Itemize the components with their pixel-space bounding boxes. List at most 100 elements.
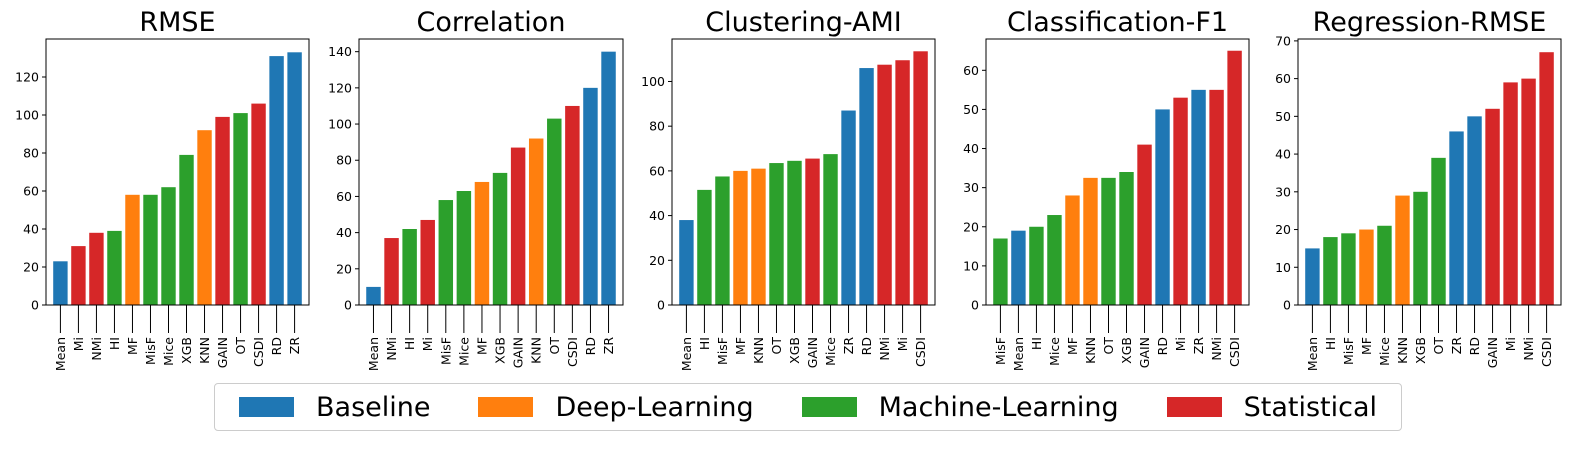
bar — [1449, 131, 1464, 305]
y-tick-label: 20 — [336, 261, 352, 276]
bar — [1323, 237, 1338, 305]
chart-panel: Regression-RMSE Mean HI MisF MF Mice KNN XGB OT Z… — [1275, 7, 1562, 371]
x-tick-label: HI — [402, 337, 417, 350]
bar — [769, 163, 784, 305]
x-tick-label: HI — [697, 337, 712, 350]
y-tick-label: 60 — [1275, 71, 1291, 86]
x-tick-label: MisF — [1341, 337, 1356, 365]
bar — [679, 220, 694, 305]
x-tick-label: CSDI — [1539, 337, 1554, 367]
x-tick-label: OT — [1101, 337, 1116, 355]
bar — [1029, 226, 1044, 305]
y-tick-label: 40 — [23, 222, 39, 237]
y-tick-label: 10 — [963, 258, 979, 273]
x-tick-label: KNN — [529, 337, 544, 364]
y-tick-label: 30 — [963, 180, 979, 195]
y-tick-label: 0 — [31, 298, 39, 313]
x-tick-label: ZR — [841, 337, 856, 355]
bar — [179, 154, 194, 305]
bar — [420, 219, 435, 305]
bar — [233, 113, 248, 305]
y-tick-label: 80 — [649, 119, 665, 134]
bar — [1467, 116, 1482, 305]
x-tick-label: OT — [547, 337, 562, 355]
y-tick-label: 40 — [649, 208, 665, 223]
bar — [1155, 109, 1170, 305]
bar — [1503, 82, 1518, 305]
x-tick-label: NMi — [384, 337, 399, 361]
bar — [1485, 108, 1500, 305]
x-tick-label: XGB — [787, 337, 802, 364]
bar — [877, 64, 892, 306]
x-tick-label: GAIN — [1137, 337, 1152, 368]
legend-swatch-statistical — [1166, 397, 1222, 417]
legend-item-statistical: Statistical — [1166, 392, 1377, 423]
bar — [565, 105, 580, 305]
chart-title: Classification-F1 — [1007, 7, 1228, 38]
x-tick-label: KNN — [751, 337, 766, 364]
x-tick-label: Mi — [1173, 337, 1188, 351]
y-tick-label: 120 — [328, 80, 352, 95]
x-tick-label: Mice — [1377, 337, 1392, 366]
x-tick-label: GAIN — [215, 337, 230, 368]
x-tick-label: KNN — [197, 337, 212, 364]
bar — [913, 51, 928, 306]
x-tick-label: HI — [1323, 337, 1338, 350]
bar — [366, 286, 381, 305]
y-tick-label: 70 — [1275, 33, 1291, 48]
x-tick-label: Mean — [1305, 337, 1320, 371]
bar — [251, 103, 266, 305]
x-tick-label: GAIN — [1485, 337, 1500, 368]
chart-panel: Correlation Mean NMi HI Mi MisF Mice MF XGB GAIN K… — [328, 7, 624, 371]
bar — [1359, 229, 1374, 305]
legend-item-machine-learning: Machine-Learning — [801, 391, 1119, 423]
x-tick-label: ZR — [287, 337, 302, 355]
x-tick-label: HI — [107, 337, 122, 350]
y-tick-label: 80 — [23, 146, 39, 161]
x-tick-label: Mean — [366, 337, 381, 371]
bar — [583, 87, 598, 305]
bar — [1191, 89, 1206, 306]
x-tick-label: NMi — [1209, 337, 1224, 361]
x-tick-label: Mean — [679, 337, 694, 371]
bar — [287, 52, 302, 305]
y-tick-label: 40 — [963, 141, 979, 156]
bar — [510, 147, 526, 305]
bar — [1173, 97, 1188, 305]
bar — [456, 191, 472, 305]
bar — [1305, 248, 1320, 305]
x-tick-label: Mi — [71, 337, 86, 351]
bar — [269, 56, 284, 305]
bar — [1431, 157, 1446, 305]
y-tick-label: 0 — [657, 298, 665, 313]
bar — [1083, 177, 1098, 305]
x-tick-label: MF — [1359, 337, 1374, 355]
bar — [143, 194, 158, 305]
legend-label-machine-learning: Machine-Learning — [878, 391, 1119, 423]
x-tick-label: Mi — [895, 337, 910, 351]
x-tick-label: NMi — [89, 337, 104, 361]
x-tick-label: XGB — [1119, 337, 1134, 364]
plot-frame — [985, 38, 1250, 306]
x-tick-label: XGB — [1413, 337, 1428, 364]
x-tick-label: OT — [233, 337, 248, 355]
bar — [215, 116, 230, 306]
x-tick-label: OT — [1431, 337, 1446, 355]
x-tick-label: KNN — [1395, 337, 1410, 364]
x-tick-label: XGB — [493, 337, 508, 364]
x-tick-label: KNN — [1083, 337, 1098, 364]
bar — [1101, 177, 1116, 305]
x-tick-label: ZR — [601, 337, 616, 355]
y-tick-label: 60 — [336, 189, 352, 204]
bar — [1413, 191, 1428, 305]
chart-panel: Classification-F1 MisF Mean HI Mice MF KNN OT XG… — [963, 7, 1250, 371]
x-tick-label: MF — [125, 337, 140, 355]
legend-label-deep-learning: Deep-Learning — [555, 391, 754, 423]
bar — [1521, 78, 1536, 305]
y-tick-label: 0 — [344, 298, 352, 313]
y-tick-label: 60 — [963, 63, 979, 78]
bar — [1209, 89, 1224, 306]
y-tick-label: 60 — [23, 184, 39, 199]
x-tick-label: Mice — [1047, 337, 1062, 366]
x-tick-label: Mice — [456, 337, 471, 366]
